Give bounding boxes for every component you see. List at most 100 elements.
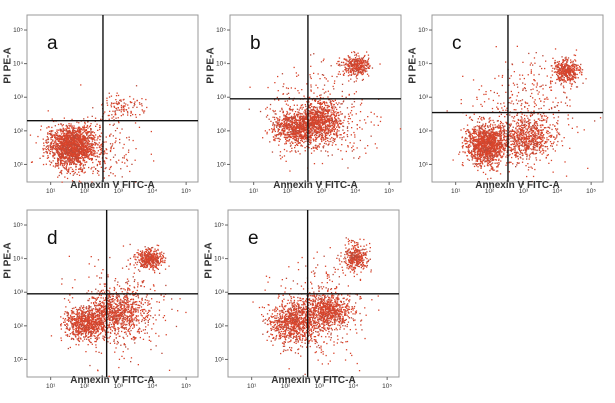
data-point xyxy=(295,144,298,146)
data-point xyxy=(363,119,366,121)
data-point xyxy=(62,148,64,150)
data-point xyxy=(99,139,101,141)
data-point xyxy=(294,150,296,152)
data-point xyxy=(317,109,319,111)
data-point xyxy=(90,145,92,147)
data-point xyxy=(347,63,349,65)
data-point xyxy=(291,131,293,133)
data-point xyxy=(364,70,366,73)
data-point xyxy=(305,124,307,126)
data-point xyxy=(328,124,330,127)
data-point xyxy=(327,106,329,108)
data-point xyxy=(500,156,502,158)
data-point xyxy=(312,128,314,130)
data-point xyxy=(498,158,500,160)
data-point xyxy=(333,113,335,115)
data-point xyxy=(298,120,300,122)
data-point xyxy=(86,124,89,127)
data-point xyxy=(306,112,308,114)
data-point xyxy=(56,138,58,140)
data-point xyxy=(497,133,500,135)
data-point xyxy=(313,120,315,122)
data-point xyxy=(92,161,94,164)
data-point xyxy=(353,149,355,151)
data-point xyxy=(99,135,101,138)
data-point xyxy=(303,138,305,140)
data-point xyxy=(348,80,350,82)
data-point xyxy=(329,122,331,125)
data-point xyxy=(351,64,353,66)
data-point xyxy=(90,153,93,155)
data-point xyxy=(71,149,73,151)
data-point xyxy=(106,97,108,99)
data-point xyxy=(314,100,316,102)
data-point xyxy=(342,70,344,72)
data-point xyxy=(71,140,73,142)
data-point xyxy=(313,139,315,141)
data-point xyxy=(492,169,494,171)
data-point xyxy=(322,146,324,148)
data-point xyxy=(128,107,130,109)
data-point xyxy=(272,123,274,125)
data-point xyxy=(467,146,469,148)
data-point xyxy=(325,119,327,122)
data-point xyxy=(294,118,297,120)
data-point xyxy=(329,138,331,140)
data-point xyxy=(105,157,107,159)
data-point xyxy=(289,170,291,172)
data-point xyxy=(308,126,310,129)
data-point xyxy=(74,136,76,138)
data-point xyxy=(489,125,491,127)
data-point xyxy=(301,89,303,91)
data-point xyxy=(45,141,47,143)
data-point xyxy=(70,153,72,156)
data-point xyxy=(56,137,58,139)
data-point xyxy=(309,139,311,141)
data-point xyxy=(299,124,302,126)
data-point xyxy=(353,70,355,73)
data-point xyxy=(60,144,63,147)
data-point xyxy=(312,120,314,122)
data-point xyxy=(63,167,65,169)
data-point xyxy=(341,103,343,105)
data-point xyxy=(326,124,329,126)
data-point xyxy=(52,156,54,158)
data-point xyxy=(302,129,305,131)
data-point xyxy=(63,139,65,141)
data-point xyxy=(81,155,83,157)
data-point xyxy=(65,133,68,136)
data-point xyxy=(289,109,291,111)
data-point xyxy=(299,129,301,131)
data-point xyxy=(315,128,317,130)
data-point xyxy=(273,128,275,130)
data-point xyxy=(74,134,77,136)
data-point xyxy=(65,147,67,149)
data-point xyxy=(302,135,304,137)
data-point xyxy=(314,106,316,108)
data-point xyxy=(332,112,334,114)
data-point xyxy=(292,137,294,140)
data-point xyxy=(333,121,335,123)
data-point xyxy=(93,153,95,155)
data-point xyxy=(329,131,331,133)
data-point xyxy=(331,106,333,108)
data-point xyxy=(69,135,71,137)
data-point xyxy=(362,72,364,74)
data-point xyxy=(321,109,324,111)
data-point xyxy=(111,102,113,105)
data-point xyxy=(94,136,96,138)
data-point xyxy=(70,139,73,141)
y-axis-label: PI PE-A xyxy=(2,47,14,84)
data-point xyxy=(353,61,355,63)
data-point xyxy=(92,137,94,139)
data-point xyxy=(78,130,80,132)
data-point xyxy=(271,151,274,153)
data-point xyxy=(127,112,129,114)
data-point xyxy=(86,153,88,155)
data-point xyxy=(60,148,62,150)
data-point xyxy=(66,148,68,151)
data-point xyxy=(365,64,367,66)
data-point xyxy=(62,135,65,137)
data-point xyxy=(351,114,353,116)
data-point xyxy=(82,126,84,128)
